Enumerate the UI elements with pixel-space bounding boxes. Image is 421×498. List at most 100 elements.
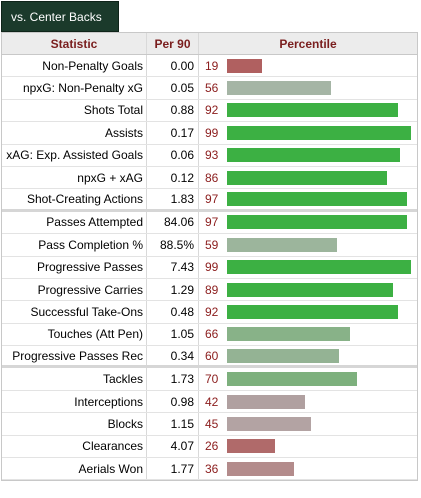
table-row: Pass Completion % 88.5% 59: [2, 234, 417, 257]
stat-name: xAG: Exp. Assisted Goals: [2, 144, 147, 166]
percentile-cell: 97: [199, 189, 417, 208]
percentile-bar: [227, 260, 412, 275]
percentile-value: 92: [205, 103, 219, 118]
percentile-value: 99: [205, 260, 219, 275]
percentile-value: 97: [205, 192, 219, 207]
percentile-value: 66: [205, 327, 219, 342]
percentile-bar: [227, 304, 399, 319]
table-row: xAG: Exp. Assisted Goals 0.06 93: [2, 144, 417, 167]
per90-value: 1.77: [147, 458, 199, 480]
percentile-cell: 59: [199, 234, 417, 255]
table-row: Touches (Att Pen) 1.05 66: [2, 323, 417, 347]
percentile-cell: 97: [199, 212, 417, 233]
per90-value: 0.34: [147, 346, 199, 366]
per90-value: 0.05: [147, 77, 199, 99]
percentile-value: 89: [205, 282, 219, 297]
table-row: Shots Total 0.88 92: [2, 99, 417, 123]
percentile-value: 26: [205, 439, 219, 454]
percentile-cell: 86: [199, 167, 417, 188]
stat-name: Non-Penalty Goals: [2, 55, 147, 77]
percentile-cell: 60: [199, 346, 417, 365]
percentile-bar: [227, 327, 350, 342]
stat-name: Progressive Passes Rec: [2, 346, 147, 366]
percentile-value: 70: [205, 372, 219, 387]
per90-value: 7.43: [147, 256, 199, 278]
stat-name: npxG + xAG: [2, 166, 147, 189]
table-row: Non-Penalty Goals 0.00 19: [2, 55, 417, 78]
per90-value: 1.15: [147, 413, 199, 435]
percentile-cell: 92: [199, 100, 417, 121]
table-row: Interceptions 0.98 42: [2, 390, 417, 414]
per90-value: 0.98: [147, 390, 199, 413]
table-row: Shot-Creating Actions 1.83 97: [2, 189, 417, 212]
percentile-cell: 26: [199, 436, 417, 457]
percentile-table: Statistic Per 90 Percentile Non-Penalty …: [1, 32, 418, 482]
percentile-value: 93: [205, 148, 219, 163]
percentile-value: 42: [205, 394, 219, 409]
stat-name: Assists: [2, 122, 147, 144]
header-percentile[interactable]: Percentile: [279, 36, 337, 51]
percentile-cell: 36: [199, 458, 417, 479]
per90-value: 0.00: [147, 55, 199, 77]
per90-value: 84.06: [147, 211, 199, 234]
percentile-cell: 99: [199, 122, 417, 143]
stat-name: Clearances: [2, 435, 147, 458]
percentile-bar: [227, 125, 412, 140]
tab-label: vs. Center Backs: [11, 9, 102, 24]
per90-value: 1.83: [147, 189, 199, 209]
percentile-bar: [227, 170, 387, 185]
percentile-value: 60: [205, 348, 219, 363]
stat-name: Aerials Won: [2, 458, 147, 480]
table-row: Progressive Passes Rec 0.34 60: [2, 346, 417, 369]
percentile-bar: [227, 103, 399, 118]
percentile-bar: [227, 461, 294, 476]
percentile-cell: 45: [199, 413, 417, 434]
percentile-value: 19: [205, 58, 219, 73]
percentile-value: 97: [205, 215, 219, 230]
percentile-cell: 66: [199, 324, 417, 345]
percentile-bar: [227, 394, 306, 409]
table-header: Statistic Per 90 Percentile: [2, 33, 417, 55]
percentile-bar: [227, 81, 332, 96]
percentile-cell: 92: [199, 301, 417, 322]
table-row: npxG: Non-Penalty xG 0.05 56: [2, 77, 417, 100]
stat-name: Blocks: [2, 413, 147, 435]
percentile-cell: 56: [199, 77, 417, 98]
table-row: Tackles 1.73 70: [2, 368, 417, 391]
percentile-cell: 19: [199, 55, 417, 76]
percentile-value: 45: [205, 416, 219, 431]
stat-name: Pass Completion %: [2, 234, 147, 256]
stat-name: npxG: Non-Penalty xG: [2, 77, 147, 99]
table-row: Clearances 4.07 26: [2, 435, 417, 459]
table-row: Assists 0.17 99: [2, 122, 417, 145]
percentile-bar: [227, 237, 337, 252]
percentile-cell: 70: [199, 368, 417, 389]
percentile-value: 56: [205, 81, 219, 96]
percentile-value: 36: [205, 461, 219, 476]
per90-value: 0.06: [147, 144, 199, 166]
percentile-bar: [227, 439, 276, 454]
percentile-bar: [227, 58, 263, 73]
percentile-cell: 99: [199, 257, 417, 278]
percentile-bar: [227, 192, 408, 207]
percentile-bar: [227, 348, 339, 363]
stat-name: Progressive Passes: [2, 256, 147, 278]
header-statistic[interactable]: Statistic: [2, 33, 147, 54]
percentile-cell: 89: [199, 279, 417, 300]
table-row: Passes Attempted 84.06 97: [2, 211, 417, 235]
percentile-bar: [227, 282, 393, 297]
percentile-bar: [227, 148, 400, 163]
percentile-value: 92: [205, 304, 219, 319]
stat-name: Interceptions: [2, 390, 147, 413]
per90-value: 4.07: [147, 435, 199, 458]
percentile-bar: [227, 215, 408, 230]
percentile-value: 86: [205, 170, 219, 185]
header-per90[interactable]: Per 90: [147, 33, 199, 54]
tab-vs-center-backs[interactable]: vs. Center Backs: [1, 1, 119, 32]
table-row: npxG + xAG 0.12 86: [2, 166, 417, 190]
per90-value: 88.5%: [147, 234, 199, 256]
percentile-cell: 93: [199, 145, 417, 166]
percentile-bar: [227, 372, 358, 387]
table-row: Successful Take-Ons 0.48 92: [2, 301, 417, 324]
per90-value: 1.73: [147, 368, 199, 390]
